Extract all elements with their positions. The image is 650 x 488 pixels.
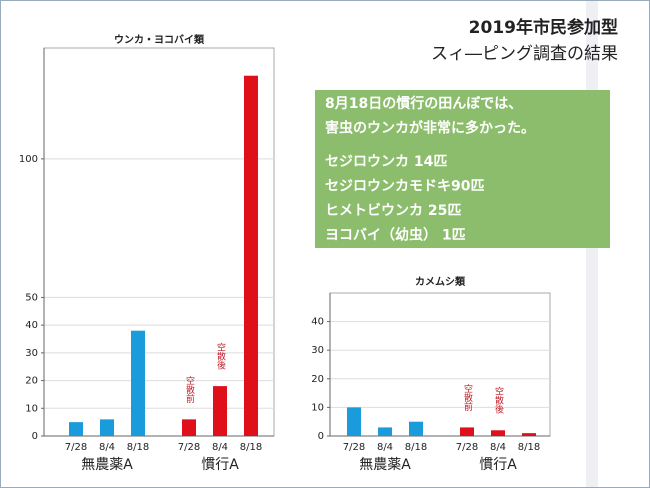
bar	[213, 386, 227, 436]
bar	[182, 419, 196, 436]
bar-annotation: 空散前	[184, 375, 195, 404]
y-tick-label: 30	[311, 345, 324, 356]
group-label: 無農薬A	[359, 457, 411, 473]
note-line: セジロウンカ 14匹	[325, 154, 447, 170]
bar	[460, 427, 474, 436]
bar	[491, 430, 505, 436]
x-tick-label: 8/18	[127, 442, 149, 453]
note-line: 8月18日の慣行の田んぼでは、	[325, 95, 522, 112]
chart-title: カメムシ類	[415, 275, 466, 288]
y-tick-label: 10	[25, 403, 38, 414]
x-tick-label: 8/4	[99, 442, 115, 453]
bar	[131, 330, 145, 436]
bar	[244, 75, 258, 436]
y-tick-label: 40	[25, 320, 38, 331]
group-label: 慣行A	[479, 456, 517, 473]
x-tick-label: 8/18	[240, 442, 262, 453]
bar	[69, 422, 83, 436]
bar	[522, 433, 536, 436]
chart-title: ウンカ・ヨコバイ類	[114, 33, 205, 46]
x-tick-label: 8/18	[405, 442, 427, 453]
x-tick-label: 8/4	[212, 442, 228, 453]
x-tick-label: 8/18	[518, 442, 540, 453]
group-label: 慣行A	[201, 456, 239, 473]
x-tick-label: 7/28	[178, 442, 200, 453]
x-tick-label: 8/4	[377, 442, 393, 453]
x-tick-label: 7/28	[65, 442, 87, 453]
slide-title: 2019年市民参加型	[469, 17, 618, 38]
bar	[378, 427, 392, 436]
bar	[347, 407, 361, 436]
bar-annotation: 空散後	[215, 342, 226, 370]
bar	[409, 421, 423, 436]
note-line: 害虫のウンカが非常に多かった。	[325, 120, 535, 137]
note-line: ヨコバイ（幼虫） 1匹	[325, 227, 466, 244]
note: 8月18日の慣行の田んぼでは、害虫のウンカが非常に多かった。セジロウンカ 14匹…	[325, 95, 535, 244]
y-tick-label: 20	[25, 376, 38, 387]
y-tick-label: 30	[25, 348, 38, 359]
note-box	[315, 90, 610, 248]
note-line: ヒメトビウンカ 25匹	[325, 203, 461, 219]
bar	[100, 419, 114, 436]
y-tick-label: 40	[311, 317, 324, 328]
bar-annotation: 空散前	[462, 383, 473, 412]
slide-title: スィ―ピング調査の結果	[431, 44, 618, 64]
x-tick-label: 7/28	[343, 442, 365, 453]
y-tick-label: 20	[311, 374, 324, 385]
x-tick-label: 8/4	[490, 442, 506, 453]
y-tick-label: 50	[25, 292, 38, 303]
y-tick-label: 10	[311, 402, 324, 413]
y-tick-label: 0	[32, 431, 38, 442]
group-label: 無農薬A	[81, 457, 133, 473]
y-tick-label: 0	[318, 431, 324, 442]
note-line: セジロウンカモドキ90匹	[325, 179, 484, 195]
y-tick-label: 100	[19, 154, 38, 165]
x-tick-label: 7/28	[456, 442, 478, 453]
bar-annotation: 空散後	[493, 386, 504, 414]
